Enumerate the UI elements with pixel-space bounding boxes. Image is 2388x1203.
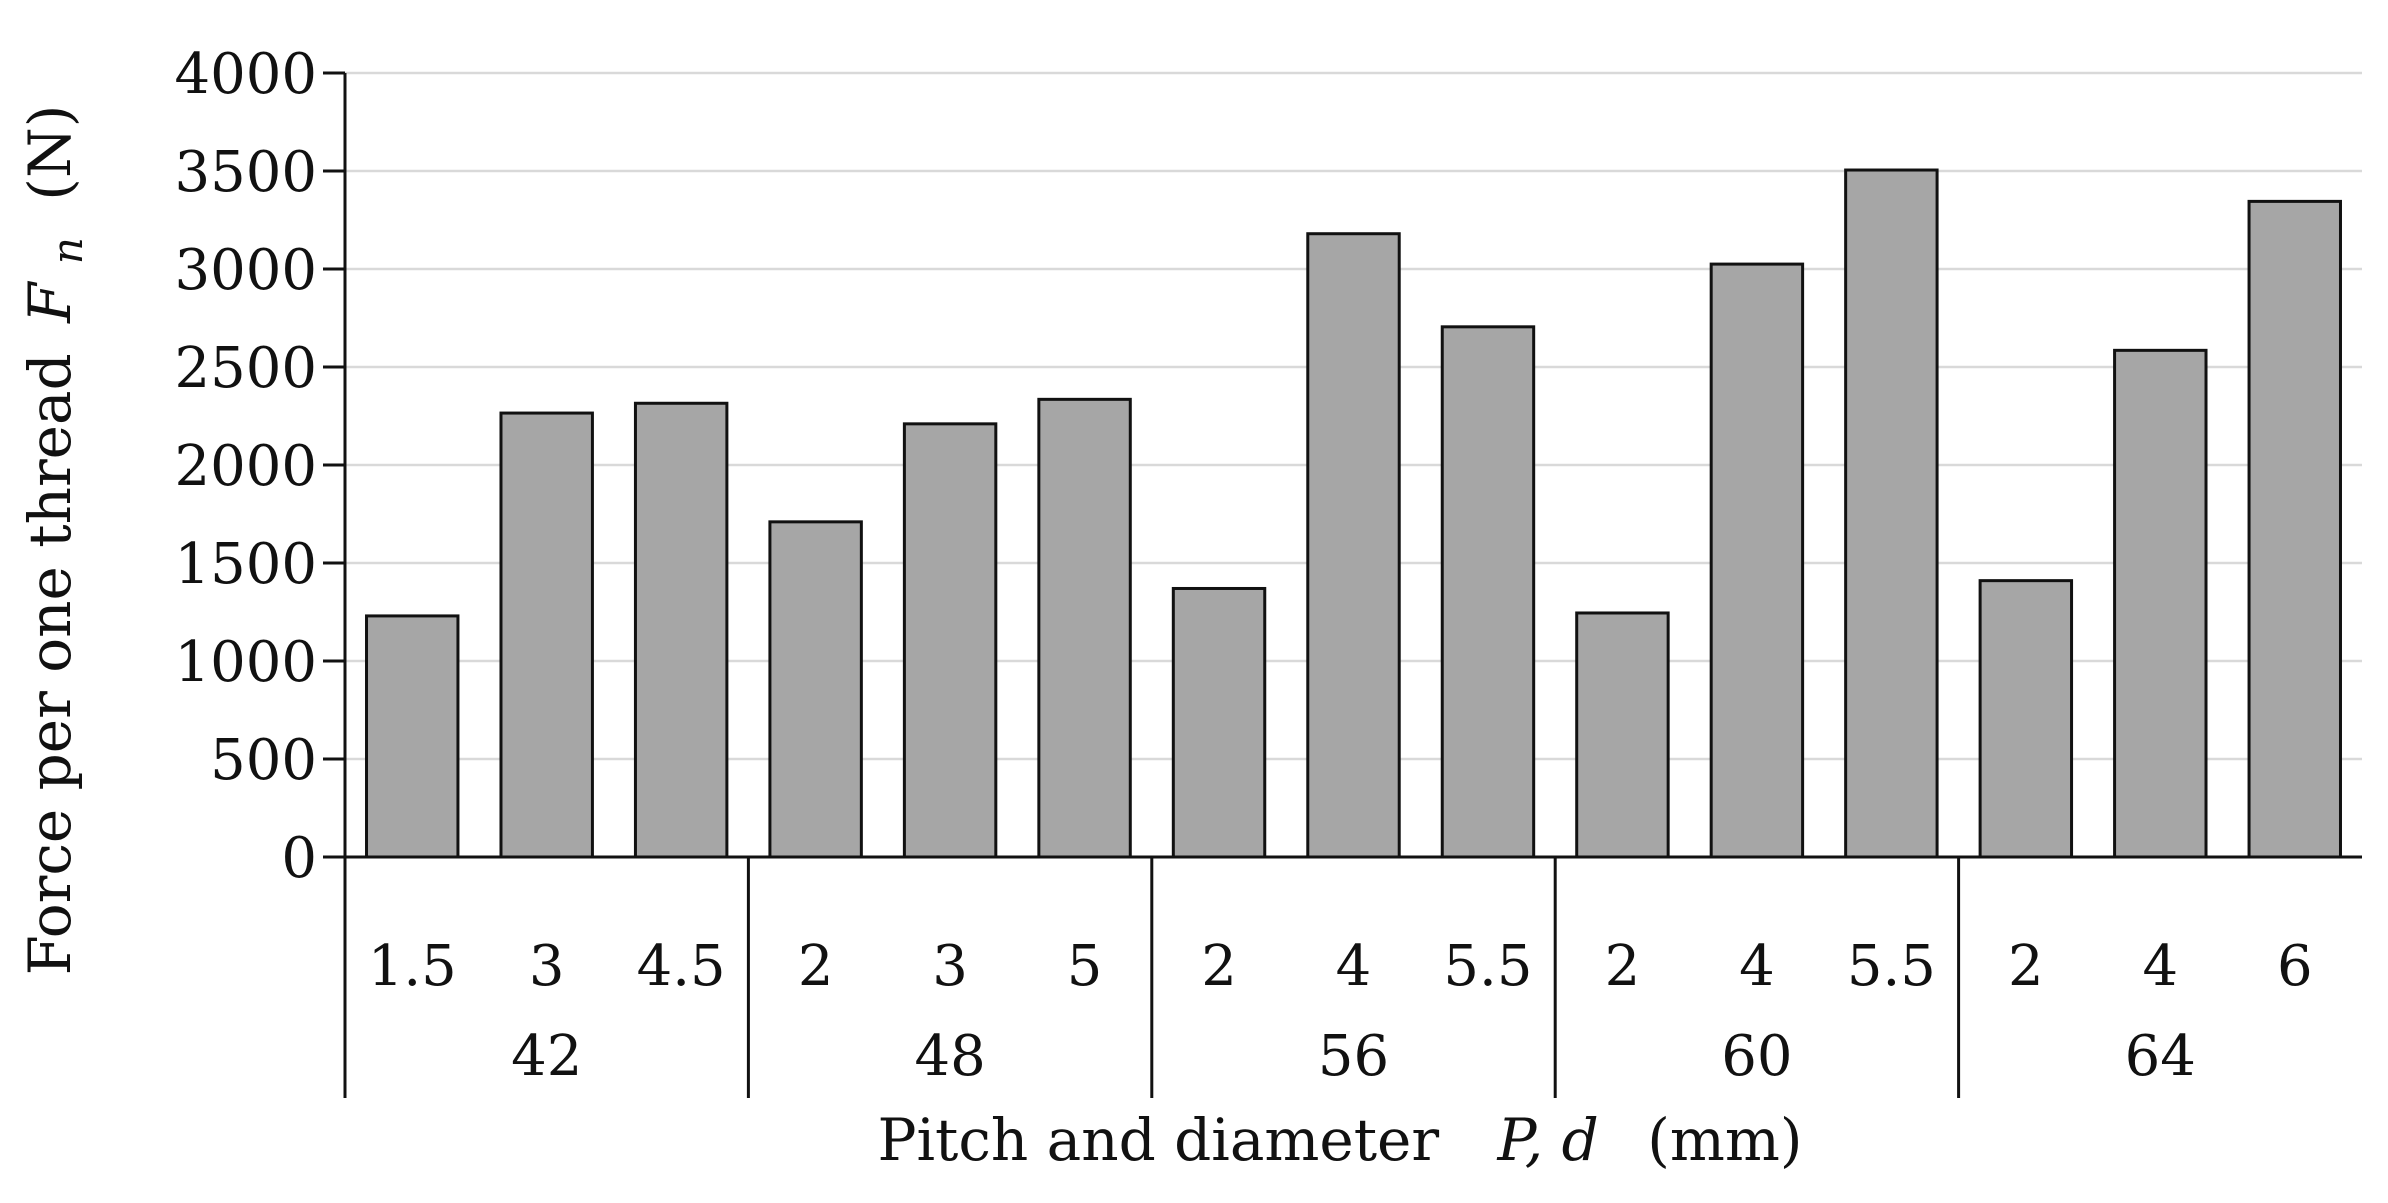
- y-tick-label: 1500: [174, 532, 317, 597]
- pitch-label: 2: [2008, 934, 2044, 999]
- diameter-group-label: 56: [1318, 1024, 1389, 1089]
- axes: [323, 71, 2362, 1098]
- bars: [365, 168, 2342, 859]
- bar: [1037, 397, 1132, 859]
- y-tick-label: 3500: [174, 140, 317, 205]
- x-axis-title: Pitch and diameter P, d (mm): [877, 1106, 1802, 1174]
- y-tick-label: 500: [210, 728, 317, 793]
- pitch-label: 2: [1605, 934, 1641, 999]
- pitch-label: 5.5: [1443, 934, 1532, 999]
- bar: [2247, 199, 2342, 859]
- bar: [1306, 232, 1401, 859]
- x-axis-title-unit: (mm): [1647, 1106, 1802, 1174]
- bar: [633, 401, 729, 859]
- bar: [1440, 325, 1536, 859]
- y-tick-label: 0: [281, 826, 317, 891]
- x-axis-title-text: Pitch and diameter: [877, 1106, 1439, 1174]
- y-axis-title: Force per one thread F n (N): [16, 105, 96, 976]
- y-tick-label: 2500: [174, 336, 317, 401]
- y-tick-label: 4000: [174, 42, 317, 107]
- pitch-label: 4: [1336, 934, 1372, 999]
- bar: [499, 411, 594, 859]
- diameter-group-label: 48: [914, 1024, 985, 1089]
- diameter-group-label: 42: [511, 1024, 582, 1089]
- bar: [1709, 262, 1805, 859]
- pitch-label: 5: [1067, 934, 1103, 999]
- bar: [1844, 168, 1939, 859]
- y-tick-label: 3000: [174, 238, 317, 303]
- diameter-group-label: 60: [1721, 1024, 1792, 1089]
- y-tick-label: 2000: [174, 434, 317, 499]
- pitch-label: 4.5: [637, 934, 726, 999]
- bar: [2113, 348, 2208, 859]
- pitch-label: 1.5: [368, 934, 457, 999]
- pitch-label: 4: [1739, 934, 1775, 999]
- bar: [1978, 579, 2074, 859]
- diameter-group-label: 64: [2125, 1024, 2196, 1089]
- tick-labels: 0 500 1000 1500 2000 2500 3000 3500 4000 1.5 3 4.5 4…: [174, 42, 2312, 1089]
- y-axis-title-symbol: F: [16, 281, 84, 324]
- pitch-label: 4: [2142, 934, 2178, 999]
- pitch-label: 2: [798, 934, 834, 999]
- bar: [1575, 611, 1670, 859]
- pitch-label: 5.5: [1847, 934, 1936, 999]
- x-axis-title-symbol: P, d: [1497, 1106, 1599, 1174]
- pitch-label: 6: [2277, 934, 2313, 999]
- y-axis-title-subscript: n: [43, 237, 92, 264]
- bar: [1171, 586, 1267, 859]
- y-tick-label: 1000: [174, 630, 317, 695]
- pitch-label: 2: [1201, 934, 1237, 999]
- bar: [902, 422, 998, 859]
- pitch-label: 3: [932, 934, 968, 999]
- y-axis-title-unit: (N): [16, 105, 84, 201]
- y-axis-title-text: Force per one thread: [16, 353, 84, 975]
- bar: [365, 614, 460, 859]
- bar: [768, 520, 863, 859]
- pitch-label: 3: [529, 934, 565, 999]
